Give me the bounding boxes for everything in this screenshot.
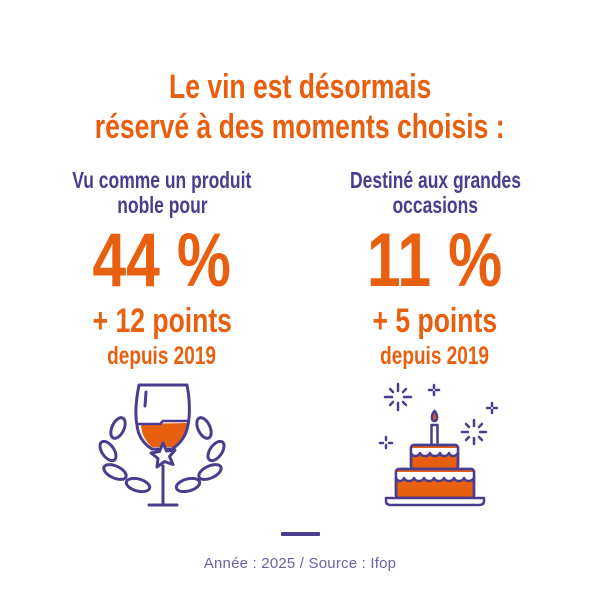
stat-label-line-1: Vu comme un produit [72,167,252,193]
stat-delta: + 5 points [372,302,498,340]
stat-value: 11 % [367,218,503,303]
wine-glass-laurel-star-icon [98,383,226,507]
source-footer: Année : 2025 / Source : Ifop [203,555,397,572]
stat-delta: + 12 points [92,302,232,340]
stat-value: 44 % [92,218,232,303]
title-line-2: réservé à des moments choisis : [95,108,505,146]
stat-label-line-1: Destiné aux grandes [349,167,521,193]
stat-label-line-2: noble pour [116,192,208,218]
stat-since: depuis 2019 [107,342,217,370]
title-line-1: Le vin est désormais [168,68,432,106]
birthday-cake-sparkles-icon [378,382,499,507]
stat-since: depuis 2019 [380,342,490,370]
divider [281,532,320,536]
stat-label-line-2: occasions [392,192,478,218]
